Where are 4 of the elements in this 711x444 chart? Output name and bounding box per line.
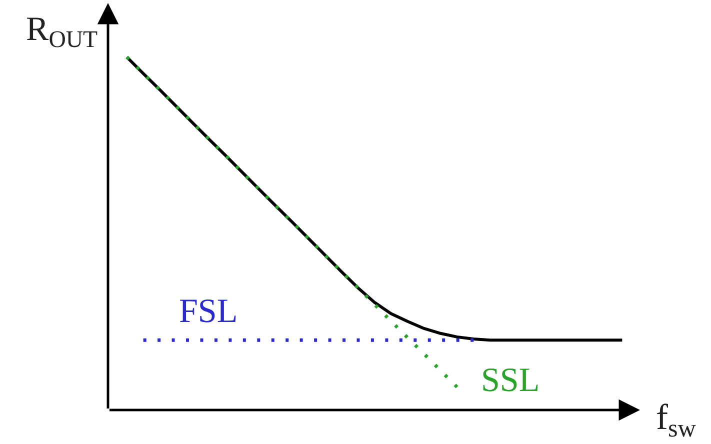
x-axis-title: f$_{sw}$ <box>656 397 697 443</box>
series-label: FSL <box>179 293 238 330</box>
series-label: SSL <box>481 362 540 399</box>
y-axis-title: R$_{OUT}$ <box>26 11 98 54</box>
